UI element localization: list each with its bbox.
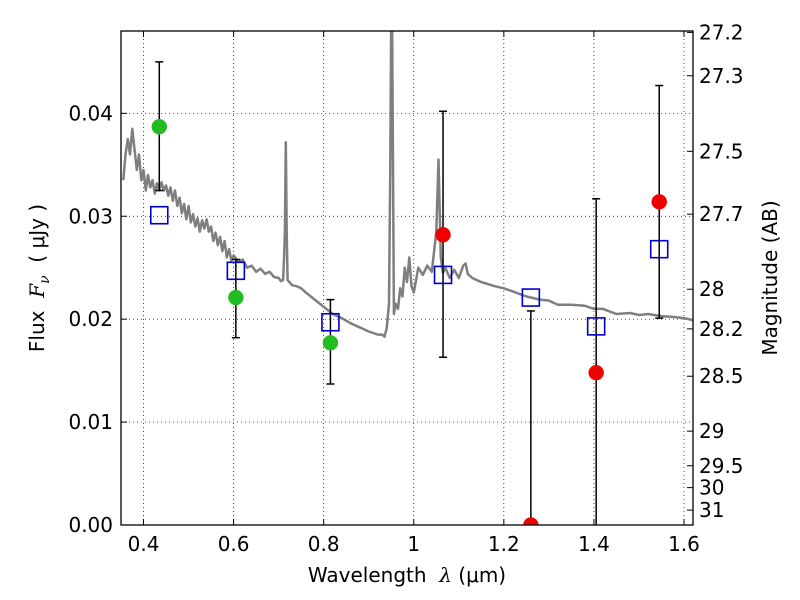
plot-overlay bbox=[149, 118, 669, 381]
y-tick-label: 0.01 bbox=[68, 410, 113, 434]
observed-flux-point bbox=[435, 227, 451, 243]
y-tick-label: 0.02 bbox=[68, 307, 113, 331]
model-photometry-square bbox=[433, 265, 453, 285]
x-tick-label: 1.2 bbox=[488, 532, 520, 556]
observed-flux-point bbox=[228, 289, 244, 306]
x-tick-label: 1 bbox=[407, 532, 420, 556]
y2-tick-label: 28.2 bbox=[699, 317, 744, 341]
observed-flux-point bbox=[523, 517, 539, 525]
model-photometry-square bbox=[649, 239, 669, 259]
observed-flux-point bbox=[651, 194, 667, 210]
model-photometry-square bbox=[149, 205, 169, 225]
x-tick-label: 1.6 bbox=[668, 532, 700, 556]
x-tick-label: 0.4 bbox=[128, 532, 160, 556]
plot-area bbox=[122, 31, 693, 525]
y2-tick-label: 29 bbox=[699, 419, 724, 443]
model-photometry-square bbox=[521, 288, 541, 307]
y2-axis-label: Magnitude (AB) bbox=[758, 200, 782, 355]
x-tick-label: 0.6 bbox=[218, 532, 250, 556]
model-photometry-square bbox=[226, 261, 246, 281]
y2-tick-label: 28.5 bbox=[699, 364, 744, 388]
model-photometry-square bbox=[321, 312, 340, 332]
y2-tick-label: 31 bbox=[699, 498, 724, 522]
y-axis-label: Flux Fν ( μJy ) bbox=[25, 204, 53, 352]
x-axis-label: Wavelength λ (μm) bbox=[308, 563, 506, 587]
y2-tick-label: 27.7 bbox=[699, 202, 744, 226]
model-spectrum-line bbox=[122, 31, 693, 338]
y-tick-label: 0.03 bbox=[68, 204, 113, 228]
model-photometry-square bbox=[586, 317, 606, 336]
plot-frame bbox=[120, 30, 694, 526]
ticks: 0.4 0.6 0.8 1 1.2 1.4 1.6 0.00 0.01 0.02 0.03 0.04 2… bbox=[68, 20, 743, 556]
error-bar bbox=[592, 198, 601, 525]
observed-flux-point bbox=[322, 335, 339, 351]
y2-tick-label: 28 bbox=[699, 277, 724, 301]
y2-tick-label: 27.2 bbox=[699, 20, 744, 44]
y2-tick-label: 29.5 bbox=[699, 454, 744, 478]
x-tick-label: 0.8 bbox=[308, 532, 340, 556]
y-tick-label: 0.00 bbox=[68, 513, 113, 537]
observed-flux-point bbox=[588, 364, 604, 381]
x-tick-label: 1.4 bbox=[578, 532, 610, 556]
y-tick-label: 0.04 bbox=[68, 101, 113, 125]
y2-tick-label: 27.3 bbox=[699, 64, 744, 88]
y2-tick-label: 27.5 bbox=[699, 139, 744, 163]
y2-tick-label: 30 bbox=[699, 476, 724, 500]
observed-flux-point bbox=[151, 118, 168, 135]
error-bar bbox=[526, 310, 535, 525]
